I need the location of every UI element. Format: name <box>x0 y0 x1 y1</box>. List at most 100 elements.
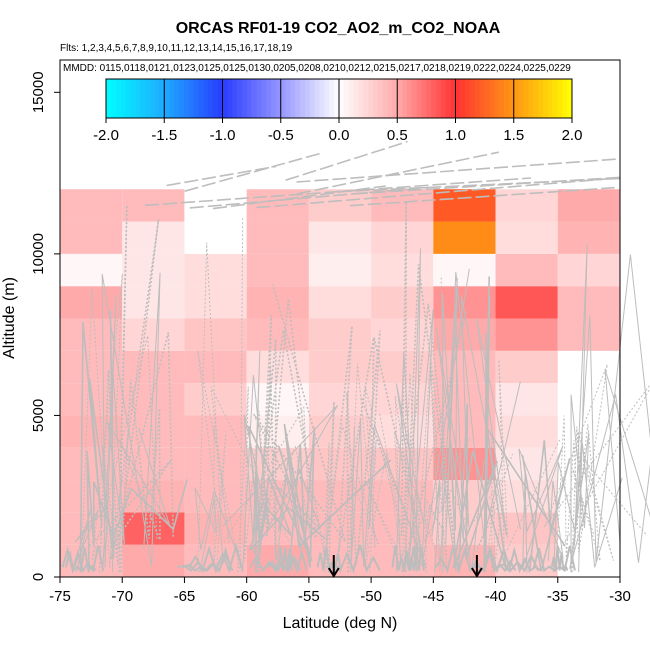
colorbar-tick-label: 2.0 <box>562 127 583 144</box>
colorbar-strip <box>212 79 218 118</box>
colorbar-strip <box>484 79 490 118</box>
flight-track <box>107 366 171 573</box>
colorbar-strip <box>319 79 325 118</box>
colorbar-strip <box>275 79 282 118</box>
colorbar-strip <box>406 79 413 118</box>
flight-track <box>296 158 621 183</box>
flight-track <box>194 487 240 573</box>
mmdd-line: MMDD: 0115,0118,0121,0123,0125,0125,0130… <box>63 63 571 74</box>
colorbar-strip <box>120 79 126 118</box>
colorbar-strip <box>178 79 184 118</box>
colorbar-strip <box>203 79 209 118</box>
colorbar-strip <box>334 79 340 118</box>
colorbar-strip <box>125 79 131 118</box>
heatmap-cell <box>371 253 434 287</box>
flight-track <box>86 450 188 573</box>
flight-track <box>442 271 521 573</box>
flight-track <box>71 506 106 573</box>
colorbar-strip <box>222 79 228 118</box>
colorbar-strip <box>300 79 306 118</box>
colorbar-strip <box>528 79 534 118</box>
heatmap-cell <box>246 221 309 254</box>
flight-track <box>182 546 233 573</box>
colorbar-strip <box>232 79 238 118</box>
heatmap-cell <box>433 221 496 254</box>
colorbar-strip <box>523 79 529 118</box>
flight-track <box>337 177 621 193</box>
colorbar-tick-label: 0.0 <box>329 127 350 144</box>
heatmap-cell <box>495 383 558 416</box>
colorbar-strip <box>207 79 214 118</box>
colorbar-strip <box>547 79 553 118</box>
colorbar-strip <box>149 79 155 118</box>
colorbar-strip <box>455 79 461 118</box>
colorbar-strip <box>479 79 485 118</box>
heatmap-cell <box>371 318 434 351</box>
flight-track <box>325 325 375 573</box>
x-tick-label: -65 <box>174 588 196 605</box>
flight-track <box>296 151 499 195</box>
heatmap-cell <box>308 221 372 254</box>
colorbar-strip <box>285 79 291 118</box>
colorbar-strip <box>139 79 146 118</box>
flight-track <box>189 186 429 209</box>
colorbar-strip <box>542 79 549 118</box>
heatmap-cell <box>184 286 247 319</box>
colorbar-strip <box>411 79 417 118</box>
flight-track <box>350 383 425 573</box>
heatmap-cell <box>495 350 558 384</box>
x-axis-label: Latitude (deg N) <box>283 615 398 632</box>
colorbar-strip <box>353 79 359 118</box>
heatmap-cell <box>246 253 309 287</box>
heatmap-cell <box>495 253 558 287</box>
chart-title: ORCAS RF01-19 CO2_AO2_m_CO2_NOAA <box>176 20 501 37</box>
colorbar-tick-label: 1.5 <box>503 127 524 144</box>
colorbar-strip <box>431 79 437 118</box>
colorbar-strip <box>241 79 248 118</box>
x-tick-label: -55 <box>298 588 320 605</box>
flight-track <box>569 394 650 573</box>
colorbar-strip <box>324 79 330 118</box>
colorbar-strip <box>450 79 456 118</box>
colorbar-strip <box>130 79 136 118</box>
colorbar-strip <box>368 79 374 118</box>
heatmap-cell <box>371 286 434 319</box>
heatmap-cell <box>122 544 185 577</box>
flight-track <box>424 478 503 573</box>
colorbar-strip <box>227 79 233 118</box>
flight-track <box>532 545 576 573</box>
flight-tracks <box>61 140 650 575</box>
heatmap-cell <box>433 318 496 351</box>
flight-track <box>101 272 161 573</box>
colorbar-strip <box>470 79 476 118</box>
heatmap-cell <box>60 221 123 254</box>
flight-track <box>571 426 647 573</box>
flights-line: Flts: 1,2,3,4,5,6,7,8,9,10,11,12,13,14,1… <box>60 43 293 54</box>
heatmap-cell <box>433 189 496 222</box>
flight-track <box>391 545 418 571</box>
flight-track <box>87 370 172 573</box>
flight-track <box>283 423 392 573</box>
flight-track <box>256 178 609 209</box>
colorbar-strip <box>164 79 170 118</box>
flight-track <box>543 364 650 573</box>
colorbar-strip <box>173 79 180 118</box>
flight-track <box>166 165 277 187</box>
colorbar-strip <box>295 79 301 118</box>
heatmap-cell <box>122 415 185 448</box>
colorbar-strip <box>445 79 451 118</box>
colorbar-strip <box>339 79 345 118</box>
y-tick-label: 10000 <box>30 233 47 275</box>
heatmap-cell <box>557 189 620 222</box>
flight-track <box>110 205 175 573</box>
colorbar-strip <box>489 79 495 118</box>
colorbar-tick-label: 1.0 <box>445 127 466 144</box>
colorbar-strip <box>436 79 442 118</box>
colorbar-strip <box>305 79 311 118</box>
y-axis-label: Altitude (m) <box>1 277 18 359</box>
heatmap-cell <box>308 253 372 287</box>
flight-track <box>184 152 323 192</box>
flight-track <box>483 276 491 573</box>
colorbar-strip <box>314 79 320 118</box>
